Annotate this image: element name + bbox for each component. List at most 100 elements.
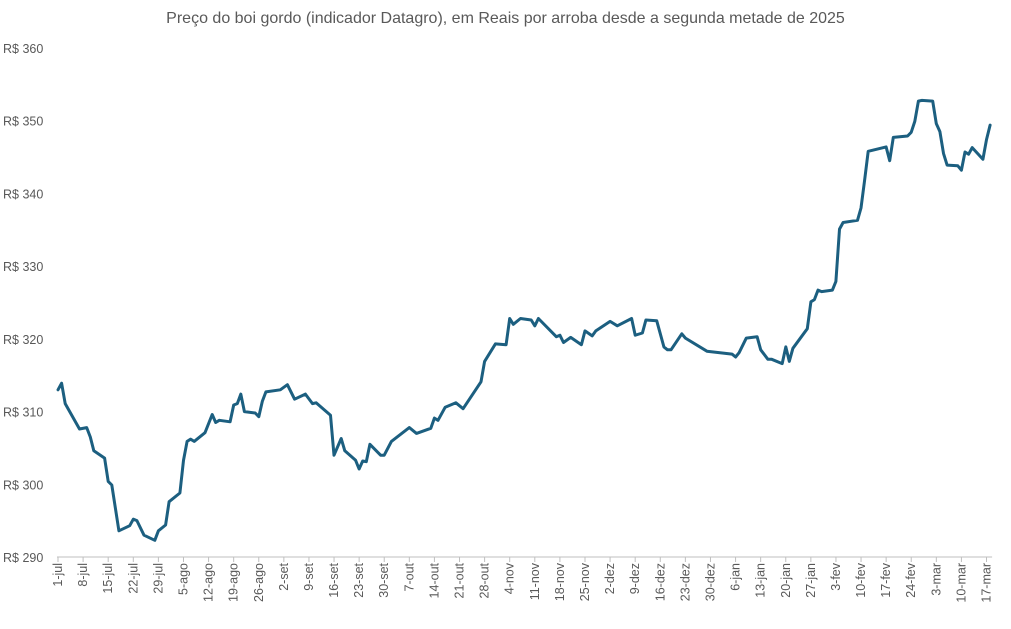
- data-point: [555, 335, 558, 338]
- x-tick-label: 1-jul: [51, 563, 65, 587]
- x-axis: 1-jul 8-jul 15-jul 22-jul 29-jul 5-ago 12-ago 1…: [51, 556, 994, 603]
- data-point: [831, 289, 834, 292]
- y-tick-label: R$ 300: [3, 478, 43, 492]
- data-point: [132, 518, 135, 521]
- x-tick-label: 23-set: [352, 562, 366, 597]
- data-point: [913, 120, 916, 123]
- data-point: [530, 318, 533, 321]
- data-point: [770, 358, 773, 361]
- data-point: [311, 402, 314, 405]
- x-tick-label: 10-mar: [954, 563, 968, 603]
- x-tick-label: 14-out: [427, 562, 441, 598]
- data-point: [437, 419, 440, 422]
- data-point: [358, 468, 361, 471]
- data-point: [153, 539, 156, 542]
- data-point: [680, 332, 683, 335]
- data-point: [867, 150, 870, 153]
- data-point: [505, 343, 508, 346]
- x-tick-label: 2-dez: [603, 563, 617, 594]
- data-point: [379, 454, 382, 457]
- data-point: [157, 529, 160, 532]
- data-point: [429, 427, 432, 430]
- data-point: [759, 348, 762, 351]
- x-tick-label: 23-dez: [678, 563, 692, 601]
- data-point: [766, 358, 769, 361]
- data-point: [591, 334, 594, 337]
- x-tick-label: 20-jan: [779, 563, 793, 598]
- data-point: [361, 460, 364, 463]
- data-point: [232, 404, 235, 407]
- y-tick-label: R$ 290: [3, 551, 43, 565]
- data-point: [92, 449, 95, 452]
- data-point: [85, 426, 88, 429]
- data-point: [261, 400, 264, 403]
- x-tick-label: 3-fev: [829, 562, 843, 591]
- data-point: [662, 345, 665, 348]
- data-point: [580, 343, 583, 346]
- y-tick-label: R$ 350: [3, 115, 43, 129]
- data-point: [329, 414, 332, 417]
- data-point: [730, 353, 733, 356]
- data-point: [537, 317, 540, 320]
- data-point: [178, 492, 181, 495]
- data-point: [189, 438, 192, 441]
- data-point: [558, 334, 561, 337]
- data-point: [860, 206, 863, 209]
- data-point: [354, 459, 357, 462]
- x-tick-label: 9-set: [302, 562, 316, 590]
- x-tick-label: 7-out: [402, 562, 416, 591]
- data-point: [343, 449, 346, 452]
- data-point: [243, 410, 246, 413]
- x-tick-label: 25-nov: [578, 562, 592, 601]
- series-group: [56, 98, 992, 542]
- x-tick-label: 6-jan: [729, 563, 743, 591]
- data-point: [304, 393, 307, 396]
- data-point: [293, 398, 296, 401]
- x-tick-label: 2-set: [277, 562, 291, 590]
- data-point: [935, 122, 938, 125]
- data-point: [817, 289, 820, 292]
- data-point: [756, 335, 759, 338]
- data-point: [655, 319, 658, 322]
- data-point: [670, 348, 673, 351]
- data-point: [910, 131, 913, 134]
- data-point: [938, 130, 941, 133]
- y-tick-label: R$ 310: [3, 406, 43, 420]
- data-point: [931, 100, 934, 103]
- x-tick-label: 3-mar: [929, 563, 943, 596]
- data-point: [257, 415, 260, 418]
- data-point: [781, 362, 784, 365]
- x-tick-label: 13-jan: [754, 563, 768, 598]
- data-point: [214, 421, 217, 424]
- data-point: [806, 327, 809, 330]
- data-point: [333, 454, 336, 457]
- data-point: [433, 417, 436, 420]
- data-point: [60, 382, 63, 385]
- x-tick-label: 29-jul: [151, 563, 165, 594]
- x-tick-label: 26-ago: [252, 563, 266, 602]
- x-tick-label: 12-ago: [202, 563, 216, 602]
- data-point: [236, 402, 239, 405]
- y-tick-label: R$ 360: [3, 42, 43, 56]
- data-point: [594, 329, 597, 332]
- data-point: [454, 401, 457, 404]
- data-point: [103, 457, 106, 460]
- data-point: [788, 360, 791, 363]
- x-tick-label: 16-dez: [653, 563, 667, 601]
- data-point: [971, 146, 974, 149]
- data-point: [239, 393, 242, 396]
- y-tick-label: R$ 340: [3, 187, 43, 201]
- data-point: [892, 136, 895, 139]
- data-point: [315, 401, 318, 404]
- data-point: [616, 324, 619, 327]
- y-tick-label: R$ 330: [3, 260, 43, 274]
- data-point: [408, 426, 411, 429]
- data-point: [186, 440, 189, 443]
- data-point: [813, 298, 816, 301]
- data-point: [117, 529, 120, 532]
- data-point: [182, 459, 185, 462]
- x-tick-label: 30-set: [377, 562, 391, 597]
- data-point: [734, 356, 737, 359]
- data-point: [644, 318, 647, 321]
